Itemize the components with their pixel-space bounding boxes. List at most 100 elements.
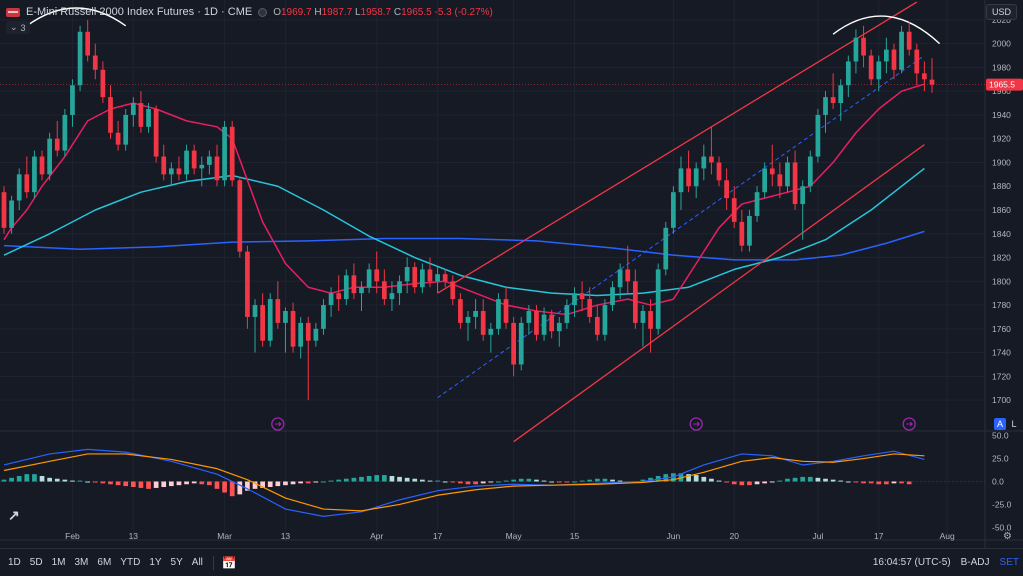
candle-body: [724, 180, 729, 199]
x-tick-label: May: [506, 531, 523, 541]
macd-histogram-bar: [359, 476, 364, 482]
candle-body: [420, 269, 425, 288]
candle-body: [32, 156, 37, 193]
session-button[interactable]: SET: [999, 557, 1019, 568]
macd-histogram-bar: [108, 481, 113, 485]
range-6m[interactable]: 6M: [97, 557, 112, 568]
currency-button[interactable]: USD: [985, 4, 1017, 20]
macd-histogram-bar: [769, 481, 775, 483]
macd-histogram-bar: [785, 478, 790, 482]
candle-body: [283, 311, 288, 323]
candle-body: [868, 55, 874, 80]
y-tick-label: 1800: [992, 276, 1011, 286]
macd-histogram-bar: [24, 474, 30, 482]
ema-slow-line: [3, 230, 925, 261]
y-tick-label: 1960: [992, 86, 1011, 96]
candle: [153, 105, 159, 163]
candle-body: [838, 85, 844, 104]
macd-histogram-bar: [77, 480, 83, 482]
candle: [359, 281, 364, 311]
candle-body: [70, 85, 75, 115]
log-scale-button[interactable]: L: [1011, 419, 1017, 429]
auto-scale-button[interactable]: A: [994, 418, 1006, 430]
macd-histogram-bar: [39, 475, 45, 482]
macd-histogram-bar: [572, 481, 577, 483]
candle: [594, 305, 600, 341]
candle: [496, 293, 501, 335]
macd-histogram-bar: [404, 477, 410, 482]
candle: [929, 58, 935, 93]
candle-body: [769, 168, 775, 175]
candle: [541, 307, 547, 341]
range-1y[interactable]: 1Y: [149, 557, 162, 568]
candle-body: [602, 305, 608, 335]
candle: [214, 144, 220, 187]
range-3m[interactable]: 3M: [74, 557, 89, 568]
candle: [222, 120, 227, 187]
candle-body: [374, 269, 380, 282]
candle-body: [823, 97, 828, 115]
candle: [199, 156, 205, 187]
calendar-icon[interactable]: 📅: [221, 555, 237, 570]
range-1d[interactable]: 1D: [8, 557, 21, 568]
macd-histogram-bar: [435, 480, 440, 482]
macd-histogram-bar: [617, 480, 623, 482]
x-tick-label: Apr: [370, 531, 383, 541]
macd-tick-label: 50.0: [992, 431, 1009, 441]
candle: [868, 49, 874, 86]
earnings-marker-icon: [906, 421, 913, 427]
candle: [671, 186, 676, 234]
candle-body: [579, 293, 585, 300]
badj-button[interactable]: B-ADJ: [960, 557, 990, 568]
x-tick-label: 17: [874, 531, 884, 541]
candle: [884, 37, 889, 74]
candle: [351, 263, 357, 300]
macd-tick-label: 25.0: [992, 454, 1009, 464]
x-tick-label: 17: [433, 531, 443, 541]
range-ytd[interactable]: YTD: [120, 557, 141, 568]
candle: [556, 316, 562, 347]
range-all[interactable]: All: [191, 557, 203, 568]
macd-histogram-bar: [853, 481, 859, 483]
candle-body: [397, 281, 402, 294]
candle-body: [549, 314, 555, 332]
candle-body: [518, 322, 524, 365]
candle: [108, 85, 113, 139]
candle-body: [556, 322, 562, 332]
range-5d[interactable]: 5D: [29, 557, 43, 568]
candle-body: [85, 31, 91, 56]
candle: [168, 162, 174, 187]
candle: [229, 120, 235, 187]
candle-body: [465, 316, 471, 323]
macd-histogram-bar: [488, 481, 494, 483]
macd-histogram-bar: [47, 477, 52, 482]
candle-body: [267, 299, 273, 341]
symbol-title[interactable]: E-Mini Russell 2000 Index Futures · 1D ·…: [26, 6, 253, 18]
macd-histogram-bar: [648, 477, 653, 482]
range-1m[interactable]: 1M: [51, 557, 66, 568]
indicators-toggle[interactable]: ⌄ 3: [6, 21, 30, 34]
macd-histogram-bar: [305, 481, 311, 484]
candle: [458, 293, 463, 329]
candle: [709, 126, 714, 175]
candle: [800, 180, 806, 240]
candle-body: [480, 311, 486, 335]
candle: [815, 109, 821, 163]
candle-body: [62, 114, 68, 151]
candle: [701, 144, 707, 181]
last-price-label: 1965.5: [989, 80, 1015, 90]
dividend-marker-icon: [693, 421, 700, 427]
macd-histogram-bar: [511, 479, 516, 482]
range-5y[interactable]: 5Y: [170, 557, 183, 568]
macd-histogram-bar: [176, 481, 182, 486]
macd-histogram-bar: [343, 478, 349, 482]
candle-body: [237, 180, 243, 252]
candle: [632, 269, 638, 329]
macd-histogram-bar: [503, 480, 509, 482]
candle-body: [260, 305, 265, 341]
candle-body: [336, 293, 342, 300]
candle-body: [176, 168, 182, 175]
y-tick-label: 1820: [992, 253, 1011, 263]
candle-body: [587, 299, 593, 317]
